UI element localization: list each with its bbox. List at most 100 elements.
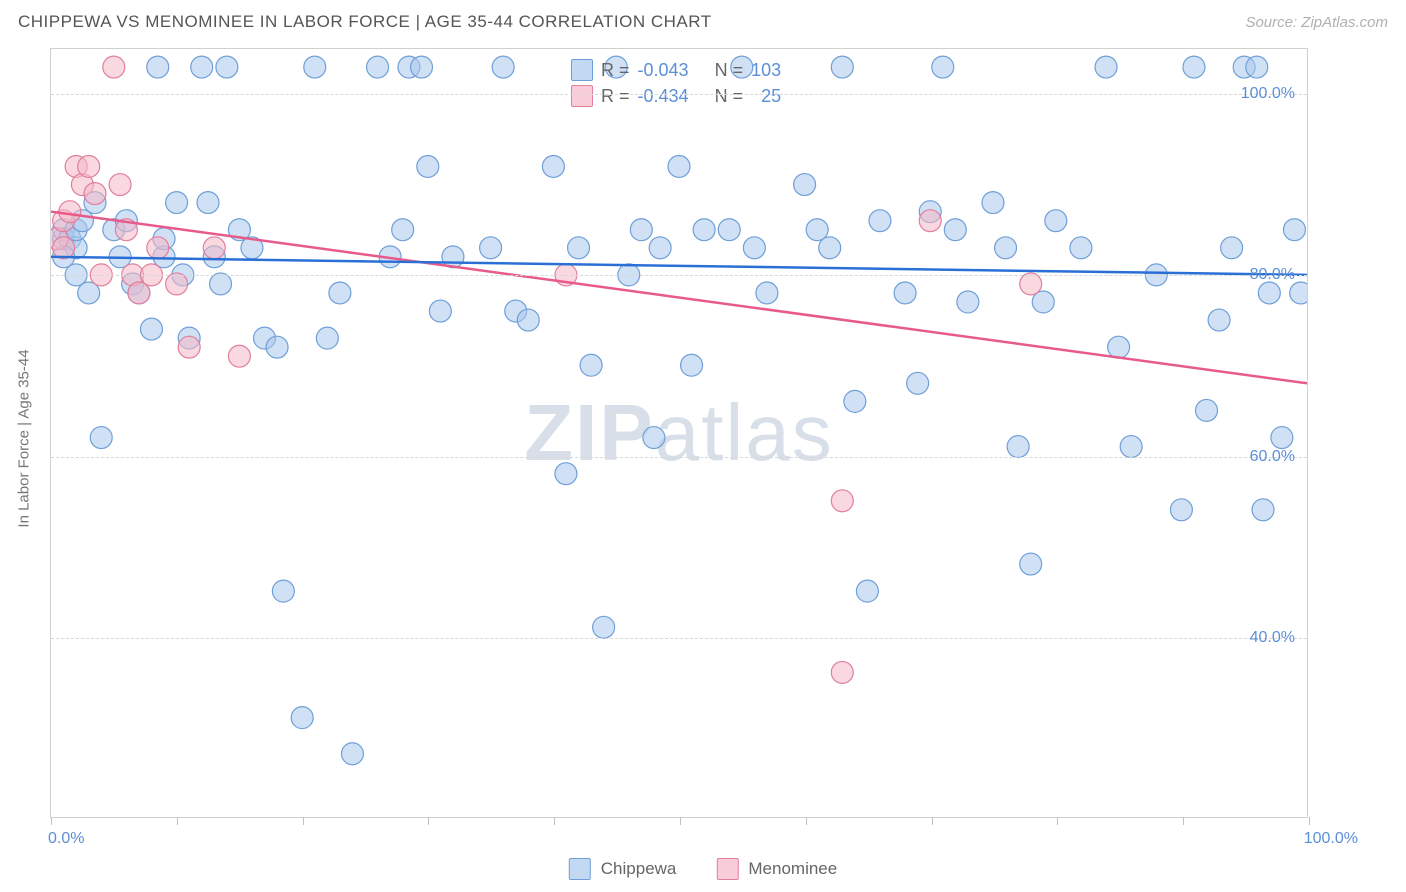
x-tick [680, 817, 681, 825]
chippewa-r-value: -0.043 [638, 60, 689, 81]
x-tick-label-min: 0.0% [48, 830, 84, 848]
data-point [1208, 309, 1230, 331]
data-point [756, 282, 778, 304]
n-label: N = [715, 60, 744, 81]
legend-row-menominee: R = -0.434 N = 25 [571, 85, 781, 107]
data-point [1120, 436, 1142, 458]
series-legend: Chippewa Menominee [569, 858, 837, 880]
chart-plot-area: ZIPatlas R = -0.043 N = 103 R = -0.434 N… [50, 48, 1308, 818]
data-point [1246, 56, 1268, 78]
data-point [995, 237, 1017, 259]
data-point [367, 56, 389, 78]
y-axis-label: In Labor Force | Age 35-44 [16, 349, 33, 527]
data-point [53, 237, 75, 259]
data-point [90, 427, 112, 449]
data-point [341, 743, 363, 765]
data-point [831, 661, 853, 683]
data-point [59, 201, 81, 223]
data-point [869, 210, 891, 232]
data-point [140, 318, 162, 340]
x-tick [428, 817, 429, 825]
chart-source: Source: ZipAtlas.com [1245, 14, 1388, 31]
trend-line [51, 257, 1307, 275]
legend-label-menominee: Menominee [748, 859, 837, 879]
data-point [932, 56, 954, 78]
data-point [480, 237, 502, 259]
data-point [178, 336, 200, 358]
data-point [1095, 56, 1117, 78]
swatch-blue [571, 59, 593, 81]
data-point [78, 155, 100, 177]
data-point [1283, 219, 1305, 241]
legend-label-chippewa: Chippewa [601, 859, 677, 879]
data-point [1070, 237, 1092, 259]
x-tick [806, 817, 807, 825]
data-point [417, 155, 439, 177]
scatter-svg [51, 49, 1307, 817]
y-tick-label: 100.0% [1241, 85, 1295, 103]
data-point [1221, 237, 1243, 259]
data-point [1258, 282, 1280, 304]
data-point [681, 354, 703, 376]
chippewa-n-value: 103 [751, 60, 781, 81]
data-point [856, 580, 878, 602]
x-tick [51, 817, 52, 825]
gridline [51, 94, 1307, 95]
swatch-pink [716, 858, 738, 880]
data-point [794, 174, 816, 196]
menominee-n-value: 25 [751, 86, 781, 107]
x-tick [554, 817, 555, 825]
x-tick-label-max: 100.0% [1304, 830, 1358, 848]
y-tick-label: 80.0% [1250, 266, 1295, 284]
data-point [197, 192, 219, 214]
y-tick-label: 40.0% [1250, 629, 1295, 647]
data-point [919, 210, 941, 232]
swatch-blue [569, 858, 591, 880]
data-point [593, 616, 615, 638]
chart-title: CHIPPEWA VS MENOMINEE IN LABOR FORCE | A… [18, 12, 712, 32]
gridline [51, 457, 1307, 458]
data-point [1290, 282, 1307, 304]
data-point [84, 183, 106, 205]
data-point [907, 372, 929, 394]
data-point [316, 327, 338, 349]
data-point [643, 427, 665, 449]
data-point [392, 219, 414, 241]
data-point [1196, 399, 1218, 421]
data-point [831, 56, 853, 78]
data-point [429, 300, 451, 322]
data-point [272, 580, 294, 602]
data-point [228, 345, 250, 367]
gridline [51, 275, 1307, 276]
data-point [203, 237, 225, 259]
data-point [492, 56, 514, 78]
legend-item-menominee: Menominee [716, 858, 837, 880]
data-point [894, 282, 916, 304]
data-point [1007, 436, 1029, 458]
data-point [329, 282, 351, 304]
data-point [957, 291, 979, 313]
legend-item-chippewa: Chippewa [569, 858, 677, 880]
data-point [819, 237, 841, 259]
data-point [693, 219, 715, 241]
gridline [51, 638, 1307, 639]
data-point [844, 390, 866, 412]
x-tick [1309, 817, 1310, 825]
x-tick [932, 817, 933, 825]
menominee-r-value: -0.434 [638, 86, 689, 107]
data-point [555, 463, 577, 485]
data-point [109, 174, 131, 196]
x-tick [177, 817, 178, 825]
data-point [411, 56, 433, 78]
data-point [743, 237, 765, 259]
y-tick-label: 60.0% [1250, 448, 1295, 466]
data-point [1271, 427, 1293, 449]
correlation-legend: R = -0.043 N = 103 R = -0.434 N = 25 [571, 59, 781, 111]
data-point [304, 56, 326, 78]
data-point [668, 155, 690, 177]
data-point [982, 192, 1004, 214]
data-point [291, 707, 313, 729]
data-point [649, 237, 671, 259]
data-point [630, 219, 652, 241]
data-point [718, 219, 740, 241]
